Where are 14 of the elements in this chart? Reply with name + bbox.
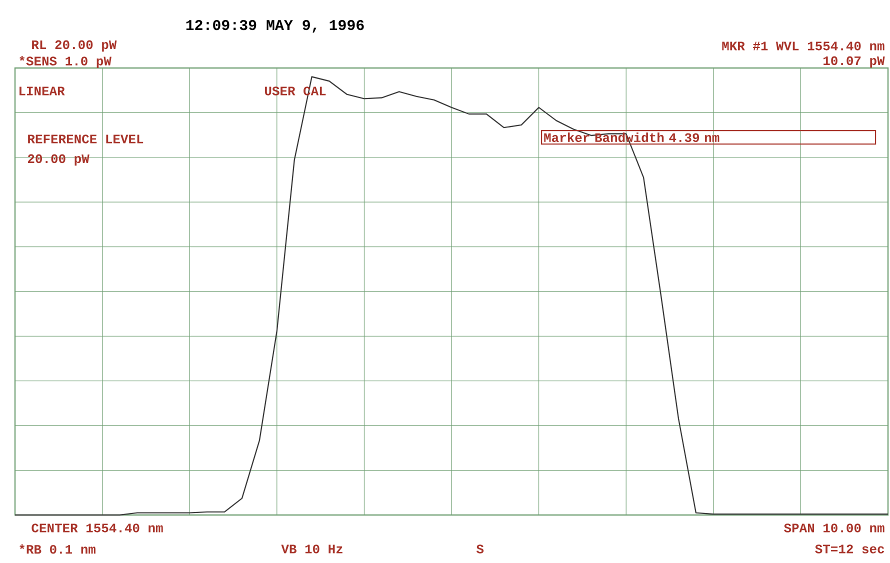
chart-title: 12:09:39 MAY 9, 1996 bbox=[186, 20, 364, 33]
text: *SENS 1.0 pW bbox=[20, 56, 112, 68]
text: ST=12 sec bbox=[815, 544, 884, 554]
annotation: 20.00 pW bbox=[28, 154, 90, 166]
text: S bbox=[476, 544, 484, 554]
annotation: REFERENCE LEVEL bbox=[28, 134, 144, 144]
text: SPAN 10.00 nm bbox=[784, 524, 884, 532]
text: MKR #1 WVL 1554.40 nm bbox=[722, 42, 884, 50]
text: *RB 0.1 nm bbox=[20, 544, 96, 554]
text: VB 10 Hz bbox=[281, 544, 342, 554]
text: CENTER 1554.40 nm bbox=[32, 524, 163, 532]
text: RL 20.00 pW bbox=[32, 40, 117, 52]
annotation: LINEAR bbox=[20, 86, 65, 96]
text: 10.07 pW bbox=[824, 56, 885, 68]
